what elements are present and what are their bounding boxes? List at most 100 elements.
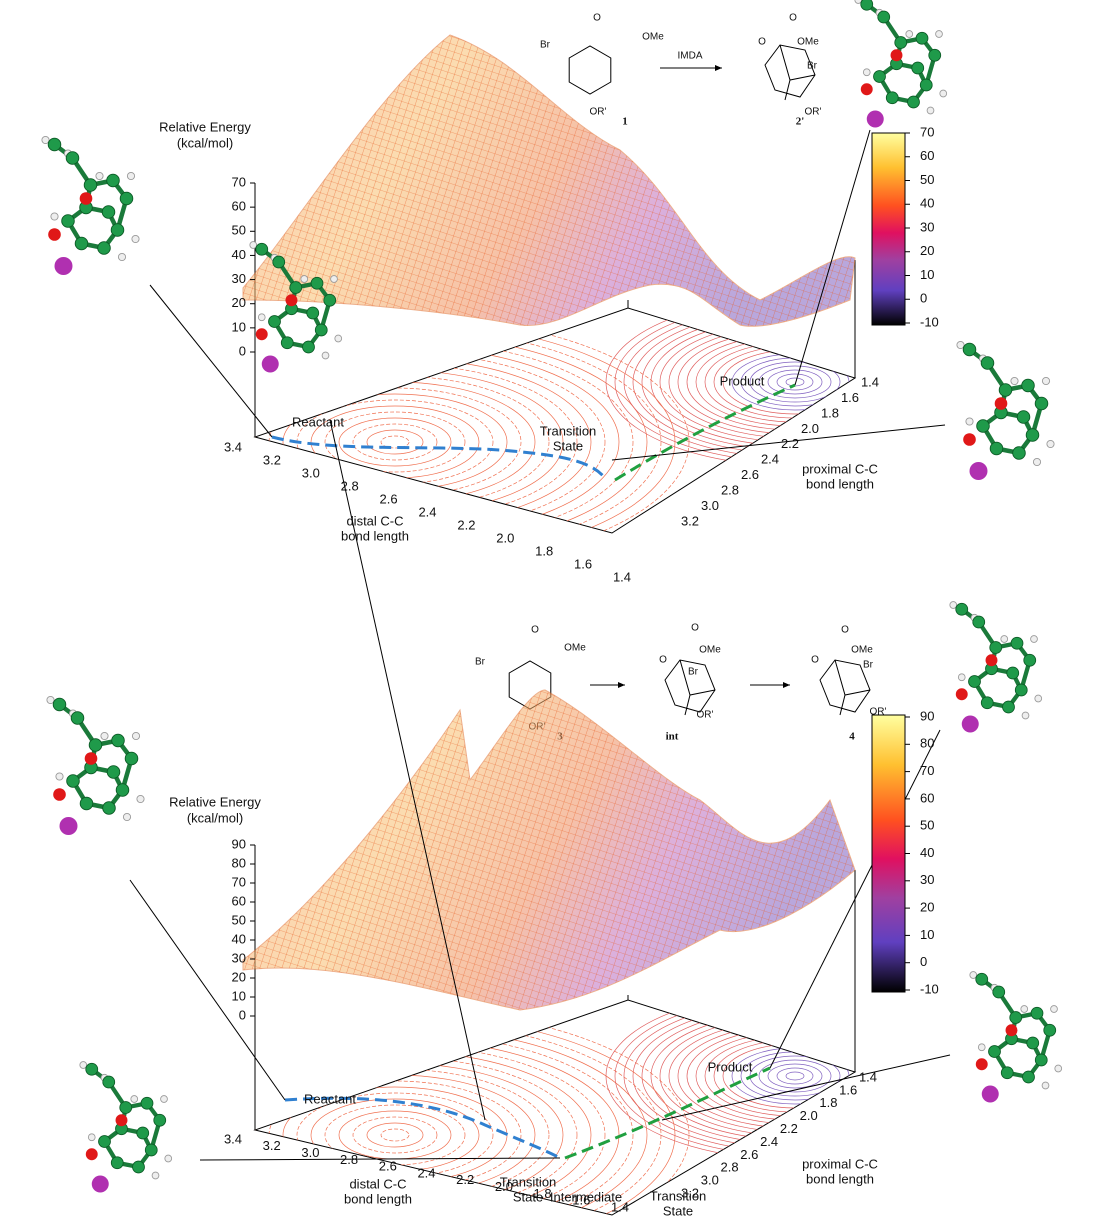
hydrogen xyxy=(51,213,58,220)
distal-tick-label: 2.6 xyxy=(379,1159,397,1174)
point-label: Transition xyxy=(650,1188,707,1203)
oxygen xyxy=(956,688,968,700)
atom-label: Br xyxy=(540,40,551,51)
z-tick-label: 50 xyxy=(232,223,246,238)
proximal-tick-label: 1.8 xyxy=(821,405,839,420)
atom-label: O xyxy=(758,37,766,48)
bromine xyxy=(982,1086,999,1103)
carbon xyxy=(1035,397,1048,410)
proximal-tick-label: 1.4 xyxy=(859,1069,877,1084)
carbon xyxy=(154,1114,166,1126)
z-tick-label: 10 xyxy=(232,988,246,1003)
hydrogen xyxy=(1033,458,1040,465)
hydrogen xyxy=(331,276,338,283)
carbon xyxy=(977,420,990,433)
molecule xyxy=(855,0,947,128)
atom-label: OMe xyxy=(851,645,873,656)
hydrogen xyxy=(42,136,49,143)
distal-tick-label: 3.4 xyxy=(224,1131,242,1146)
carbon xyxy=(993,986,1005,998)
point-label: Product xyxy=(708,1059,753,1074)
proximal-tick-label: 1.8 xyxy=(819,1095,837,1110)
point-label: Reactant xyxy=(304,1091,356,1106)
point-label: Intermediate xyxy=(550,1189,622,1204)
proximal-axis-title: proximal C-C xyxy=(802,461,878,476)
carbon xyxy=(303,341,315,353)
carbon xyxy=(48,138,61,151)
hydrogen xyxy=(863,69,870,76)
carbon xyxy=(133,1161,145,1173)
atom-label: O xyxy=(659,655,667,666)
carbon xyxy=(929,49,941,61)
distal-tick-label: 2.6 xyxy=(380,491,398,506)
oxygen xyxy=(995,397,1008,410)
arrow-head xyxy=(783,682,790,688)
arrow-label: IMDA xyxy=(678,51,703,62)
oxygen xyxy=(86,1148,98,1160)
hydrogen xyxy=(1001,636,1008,643)
z-tick-label: 20 xyxy=(232,969,246,984)
carbon xyxy=(62,215,75,228)
hydrogen xyxy=(1022,712,1029,719)
hydrogen xyxy=(950,602,957,609)
hydrogen xyxy=(88,1134,95,1141)
carbon xyxy=(111,1157,123,1169)
carbon xyxy=(67,775,80,788)
hydrogen xyxy=(101,732,108,739)
carbon xyxy=(989,1046,1001,1058)
carbon xyxy=(1024,654,1036,666)
oxygen xyxy=(986,654,998,666)
colorbar-tick-label: 60 xyxy=(920,790,934,805)
hydrogen xyxy=(940,90,947,97)
carbon xyxy=(116,784,129,797)
z-tick-label: 90 xyxy=(232,836,246,851)
hydrogen xyxy=(137,795,144,802)
carbon xyxy=(886,92,898,104)
proximal-tick-label: 1.4 xyxy=(861,374,879,389)
proximal-tick-label: 2.0 xyxy=(801,421,819,436)
molecule xyxy=(950,602,1042,733)
colorbar-tick-label: 60 xyxy=(920,148,934,163)
proximal-axis-title: bond length xyxy=(806,1171,874,1186)
oxygen xyxy=(976,1058,988,1070)
colorbar-tick-label: 30 xyxy=(920,872,934,887)
hydrogen xyxy=(165,1155,172,1162)
carbon xyxy=(990,642,1002,654)
z-tick-label: 80 xyxy=(232,855,246,870)
carbon xyxy=(66,152,79,165)
colorbar xyxy=(872,715,905,992)
proximal-tick-label: 3.0 xyxy=(701,498,719,513)
oxygen xyxy=(116,1114,128,1126)
carbon xyxy=(80,797,93,810)
hydrogen xyxy=(118,253,125,260)
figure: BrOOMeOR'1OOOMeBrOR'2'IMDA70605040302010… xyxy=(0,0,1096,1217)
carbon xyxy=(912,62,924,74)
molecule xyxy=(42,136,139,275)
molecule xyxy=(970,972,1062,1103)
colorbar-tick-label: 80 xyxy=(920,736,934,751)
molecule xyxy=(957,341,1054,480)
atom-label: OMe xyxy=(797,37,819,48)
z-tick-label: 40 xyxy=(232,247,246,262)
proximal-axis-title: bond length xyxy=(806,476,874,491)
arrow-head xyxy=(715,65,722,71)
proximal-tick-label: 2.4 xyxy=(761,452,779,467)
colorbar-tick-label: 30 xyxy=(920,219,934,234)
colorbar-tick-label: 40 xyxy=(920,845,934,860)
z-tick-label: 70 xyxy=(232,874,246,889)
hydrogen xyxy=(127,172,134,179)
oxygen xyxy=(48,228,61,241)
hydrogen xyxy=(978,1044,985,1051)
distal-tick-label: 2.2 xyxy=(456,1172,474,1187)
z-tick-label: 20 xyxy=(232,295,246,310)
z-tick-label: 0 xyxy=(239,343,246,358)
colorbar-tick-label: 50 xyxy=(920,172,934,187)
carbon xyxy=(103,802,116,815)
colorbar-tick-label: 0 xyxy=(920,954,927,969)
bromine xyxy=(970,462,988,480)
carbon xyxy=(963,343,976,356)
carbon xyxy=(1007,667,1019,679)
z-tick-label: 30 xyxy=(232,950,246,965)
colorbar-tick-label: -10 xyxy=(920,981,939,996)
proximal-tick-label: 2.8 xyxy=(721,1160,739,1175)
